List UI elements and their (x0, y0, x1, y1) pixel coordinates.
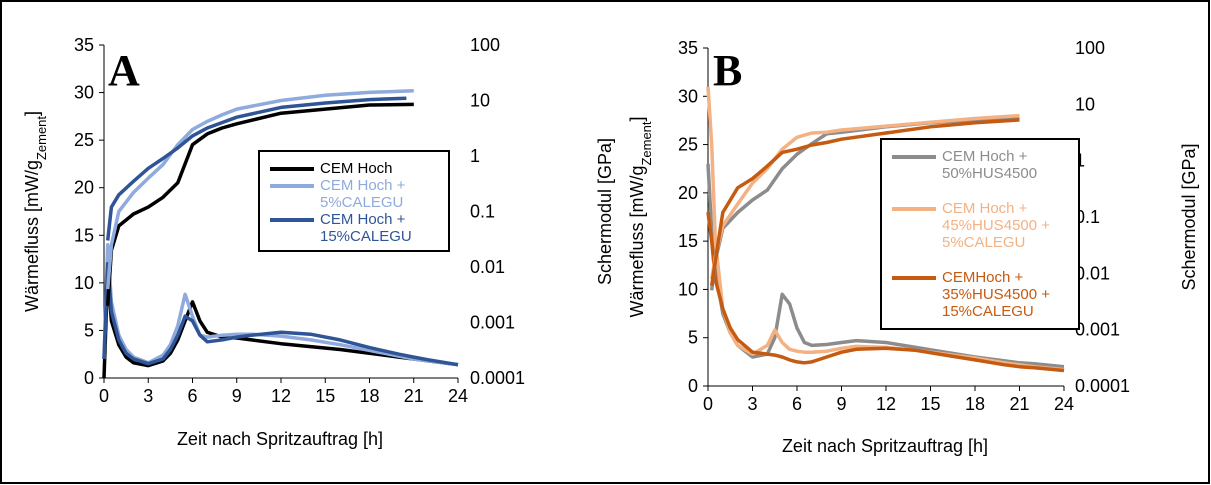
legend: CEM Hoch + 50%HUS4500 CEM Hoch + 45%HUS45… (880, 138, 1080, 330)
legend-item: CEM Hoch + 5%CALEGU (270, 177, 438, 211)
legend-label: CEM Hoch (320, 160, 393, 177)
x-tick-label: 9 (232, 386, 242, 406)
y2-tick-label: 0.01 (1075, 263, 1110, 283)
x-tick-label: 15 (920, 394, 940, 414)
x-tick-label: 21 (1009, 394, 1029, 414)
y-tick-label: 25 (74, 130, 94, 150)
modulus-line (105, 102, 414, 306)
x-tick-label: 12 (876, 394, 896, 414)
y-tick-label: 5 (688, 328, 698, 348)
modulus-line (105, 96, 407, 241)
x-tick-label: 3 (747, 394, 757, 414)
y-tick-label: 20 (74, 178, 94, 198)
y-tick-label: 20 (678, 183, 698, 203)
x-tick-label: 0 (703, 394, 713, 414)
x-axis-label: Zeit nach Spritzauftrag [h] (782, 436, 988, 456)
x-tick-label: 3 (143, 386, 153, 406)
legend-swatch (892, 276, 936, 280)
y2-tick-label: 0.0001 (1075, 376, 1130, 396)
legend-label: CEM Hoch + 45%HUS4500 + 5%CALEGU (942, 200, 1050, 251)
y2-tick-label: 0.1 (470, 202, 495, 222)
legend-swatch (270, 184, 314, 188)
y-axis-label-part: Wärmefluss [mW/g (22, 160, 42, 312)
y2-axis-label: Schermodul [GPa] (1179, 143, 1199, 290)
y2-axis-label: Schermodul [GPa] (595, 138, 615, 285)
y-tick-label: 15 (678, 231, 698, 251)
y2-tick-label: 100 (470, 35, 500, 55)
y2-tick-label: 1 (470, 146, 480, 166)
legend-item: CEM Hoch (270, 160, 438, 177)
y2-tick-label: 0.0001 (470, 368, 525, 388)
y-axis-label-part: ] (22, 111, 42, 116)
y2-tick-label: 1 (1075, 151, 1085, 171)
legend-item: CEM Hoch + 45%HUS4500 + 5%CALEGU (892, 200, 1068, 251)
x-tick-label: 9 (836, 394, 846, 414)
modulus-line (709, 113, 1020, 280)
legend-item: CEM Hoch + 15%CALEGU (270, 211, 438, 245)
legend: CEM Hoch CEM Hoch + 5%CALEGU CEM Hoch + 15… (258, 150, 450, 252)
y-tick-label: 30 (678, 86, 698, 106)
y-tick-label: 25 (678, 135, 698, 155)
legend-swatch (892, 155, 936, 159)
x-tick-label: 6 (792, 394, 802, 414)
y2-tick-label: 0.1 (1075, 207, 1100, 227)
y-axis-label-part: Zement (639, 121, 654, 165)
y-tick-label: 10 (74, 273, 94, 293)
panel-label: B (713, 46, 742, 95)
y-tick-label: 15 (74, 225, 94, 245)
heat-flow-line (706, 86, 1065, 372)
x-tick-label: 6 (187, 386, 197, 406)
y-tick-label: 35 (678, 38, 698, 58)
legend-item: CEM Hoch + 50%HUS4500 (892, 148, 1068, 182)
x-tick-label: 0 (99, 386, 109, 406)
x-tick-label: 15 (315, 386, 335, 406)
legend-swatch (270, 218, 314, 222)
heat-flow-line (706, 211, 1065, 373)
x-tick-label: 24 (1054, 394, 1074, 414)
x-tick-label: 18 (359, 386, 379, 406)
legend-label: CEM Hoch + 15%CALEGU (320, 211, 412, 245)
legend-swatch (892, 207, 936, 211)
modulus-line (105, 88, 414, 290)
legend-label: CEMHoch + 35%HUS4500 + 15%CALEGU (942, 269, 1050, 320)
panel-label: A (108, 46, 140, 95)
y2-tick-label: 0.001 (470, 313, 515, 333)
x-axis-label: Zeit nach Spritzauftrag [h] (177, 429, 383, 449)
legend-swatch (270, 167, 314, 171)
heat-flow-line (102, 271, 459, 379)
y-axis-label-part: ] (627, 116, 647, 121)
modulus-line (709, 118, 1020, 287)
legend-item: CEMHoch + 35%HUS4500 + 15%CALEGU (892, 269, 1068, 320)
y-tick-label: 10 (678, 279, 698, 299)
y-axis-label: Wärmefluss [mW/gZement] (627, 116, 654, 317)
y-axis-label: Wärmefluss [mW/gZement] (22, 111, 49, 312)
x-tick-label: 21 (404, 386, 424, 406)
y-tick-label: 0 (688, 376, 698, 396)
x-tick-label: 12 (271, 386, 291, 406)
y-tick-label: 30 (74, 83, 94, 103)
y-tick-label: 0 (84, 368, 94, 388)
x-tick-label: 24 (448, 386, 468, 406)
y-tick-label: 35 (74, 35, 94, 55)
heat-flow-line (102, 262, 459, 367)
y-tick-label: 5 (84, 320, 94, 340)
y2-tick-label: 0.01 (470, 257, 505, 277)
legend-label: CEM Hoch + 5%CALEGU (320, 177, 406, 211)
y2-tick-label: 100 (1075, 38, 1105, 58)
x-tick-label: 18 (965, 394, 985, 414)
y2-tick-label: 10 (1075, 94, 1095, 114)
y2-tick-label: 0.001 (1075, 320, 1120, 340)
y2-tick-label: 10 (470, 91, 490, 111)
heat-flow-line (102, 243, 459, 367)
y-axis-label-part: Wärmefluss [mW/g (627, 166, 647, 318)
y-axis-label-part: Zement (34, 116, 49, 160)
legend-label: CEM Hoch + 50%HUS4500 (942, 148, 1038, 182)
